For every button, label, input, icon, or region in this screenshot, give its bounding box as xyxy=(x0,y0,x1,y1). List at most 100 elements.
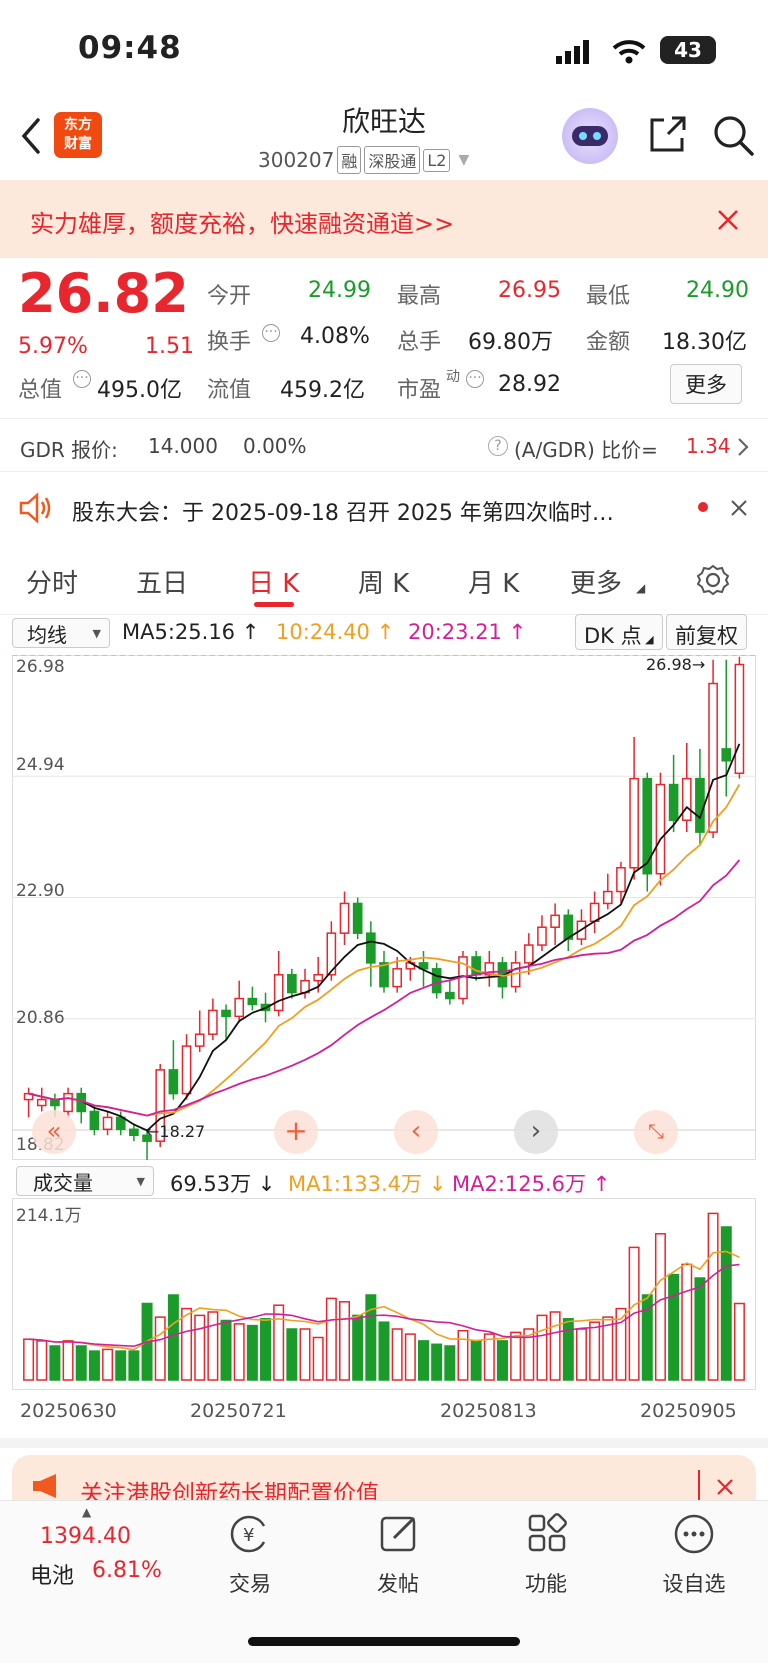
gdr-row[interactable] xyxy=(0,418,768,472)
tab-weekly-k[interactable]: 周 K xyxy=(358,569,410,599)
adjust-button[interactable]: 前复权 xyxy=(666,614,747,650)
candle-body xyxy=(721,748,732,762)
promo-banner[interactable] xyxy=(0,180,768,258)
date-label: 20250630 xyxy=(20,1400,117,1422)
candle-body xyxy=(181,1045,192,1095)
candle-body xyxy=(616,867,626,893)
caret-up-icon: ▲ xyxy=(82,1505,92,1519)
info-dots-icon[interactable]: ··· xyxy=(262,324,280,342)
sector-index-name[interactable]: 电池 xyxy=(30,1564,75,1589)
candle-body xyxy=(221,1009,231,1018)
volume-chart[interactable] xyxy=(12,1198,756,1390)
volume-bar xyxy=(523,1328,535,1381)
indicator-select[interactable]: 成交量 ▼ xyxy=(16,1166,154,1196)
volume-bar xyxy=(36,1340,48,1381)
functions-icon[interactable] xyxy=(526,1512,570,1556)
pe-superscript: 动 xyxy=(446,369,460,385)
notice-text[interactable]: 股东大会：于 2025-09-18 召开 2025 年第四次临时… xyxy=(72,501,614,526)
volume-bar xyxy=(115,1350,127,1381)
close-icon[interactable] xyxy=(716,208,740,232)
share-icon[interactable] xyxy=(648,114,688,154)
y-label: 24.94 xyxy=(16,755,65,775)
more-dots-icon[interactable] xyxy=(672,1512,716,1556)
volume-bar xyxy=(325,1297,337,1381)
promo-banner-text[interactable]: 实力雄厚，额度充裕，快速融资通道>> xyxy=(30,210,455,238)
last-price: 26.82 xyxy=(18,262,189,325)
volume-bar xyxy=(181,1307,193,1381)
volume-bar xyxy=(589,1321,601,1381)
tab-monthly-k[interactable]: 月 K xyxy=(468,569,520,599)
nav-post[interactable]: 发帖 xyxy=(377,1572,419,1596)
sector-index-value[interactable]: 1394.40 xyxy=(40,1524,131,1549)
candle-body xyxy=(115,1116,126,1131)
gear-icon[interactable] xyxy=(696,563,730,597)
post-icon[interactable] xyxy=(378,1512,422,1556)
close-icon[interactable] xyxy=(730,499,748,517)
candle-body xyxy=(326,932,337,976)
search-icon[interactable] xyxy=(712,114,756,158)
robot-avatar-icon[interactable] xyxy=(562,108,618,164)
tab-intraday[interactable]: 分时 xyxy=(26,569,79,599)
info-dots-icon[interactable]: ··· xyxy=(73,370,91,388)
volume-bar xyxy=(470,1340,482,1381)
candle-body xyxy=(247,997,258,1006)
tab-five-day[interactable]: 五日 xyxy=(136,569,189,599)
step-right-icon[interactable]: › xyxy=(514,1110,558,1154)
stock-code-line[interactable]: 300207 融 深股通 L2 ▼ xyxy=(258,146,469,174)
volume-bar xyxy=(404,1333,416,1381)
high-value: 26.95 xyxy=(498,278,561,303)
volume-value-label: 69.53万 ↓ xyxy=(170,1172,276,1196)
back-icon[interactable] xyxy=(18,116,42,156)
change-percent: 5.97% xyxy=(18,334,88,359)
candle-body xyxy=(352,902,363,934)
y-label: 20.86 xyxy=(16,1008,65,1028)
divider xyxy=(0,1438,768,1448)
amount-value: 18.30亿 xyxy=(662,330,747,355)
volume-bar xyxy=(536,1314,548,1381)
candle-body xyxy=(142,1134,152,1142)
volume-bar xyxy=(457,1329,469,1381)
low-value: 24.90 xyxy=(686,278,749,303)
help-icon[interactable]: ? xyxy=(488,436,508,456)
volume-bar xyxy=(654,1233,666,1381)
nav-functions[interactable]: 功能 xyxy=(525,1572,567,1596)
tag-connect: 深股通 xyxy=(364,146,421,174)
tab-daily-k[interactable]: 日 K xyxy=(248,569,300,599)
unread-dot xyxy=(698,502,708,512)
volume-bar xyxy=(194,1314,206,1381)
chevron-right-icon[interactable] xyxy=(736,436,750,458)
ma10-label: 10:24.40 ↑ xyxy=(276,620,395,644)
candle-body xyxy=(734,663,745,775)
candle-body xyxy=(168,1069,179,1095)
divider xyxy=(698,1470,700,1500)
ma-select[interactable]: 均线 ▼ xyxy=(12,618,110,648)
date-label: 20250905 xyxy=(640,1400,737,1422)
sector-index-pct[interactable]: 6.81% xyxy=(92,1558,162,1583)
nav-add-watchlist[interactable]: 设自选 xyxy=(662,1572,726,1596)
status-bar: 09:48 43 xyxy=(0,0,768,100)
gdr-label: GDR 报价: xyxy=(20,438,118,462)
candle-body xyxy=(392,968,402,988)
date-label: 20250813 xyxy=(440,1400,537,1422)
candle-body xyxy=(629,777,639,869)
close-icon[interactable] xyxy=(716,1478,734,1496)
dk-point-button[interactable]: DK 点 ◢ xyxy=(575,614,663,650)
volume-max-label: 214.1万 xyxy=(16,1206,82,1226)
nav-trade[interactable]: 交易 xyxy=(229,1572,271,1596)
fullscreen-icon[interactable]: ⤡ xyxy=(634,1110,678,1154)
turnover-label: 换手 xyxy=(207,330,252,355)
volume-bar xyxy=(352,1314,364,1381)
mcap-value: 495.0亿 xyxy=(97,378,182,403)
y-label: 22.90 xyxy=(16,881,65,901)
kline-chart[interactable] xyxy=(12,655,756,1160)
tab-more[interactable]: 更多 xyxy=(570,569,623,599)
info-dots-icon[interactable]: ··· xyxy=(466,370,484,388)
zoom-in-icon[interactable]: + xyxy=(274,1110,318,1154)
scroll-left-fast-icon[interactable]: « xyxy=(32,1110,76,1154)
more-button[interactable]: 更多 xyxy=(670,364,742,404)
volume-bar xyxy=(707,1212,719,1381)
tag-margin: 融 xyxy=(337,146,362,174)
step-left-icon[interactable]: ‹ xyxy=(394,1110,438,1154)
candle-body xyxy=(89,1110,100,1131)
trade-icon[interactable]: ¥ xyxy=(228,1512,272,1556)
